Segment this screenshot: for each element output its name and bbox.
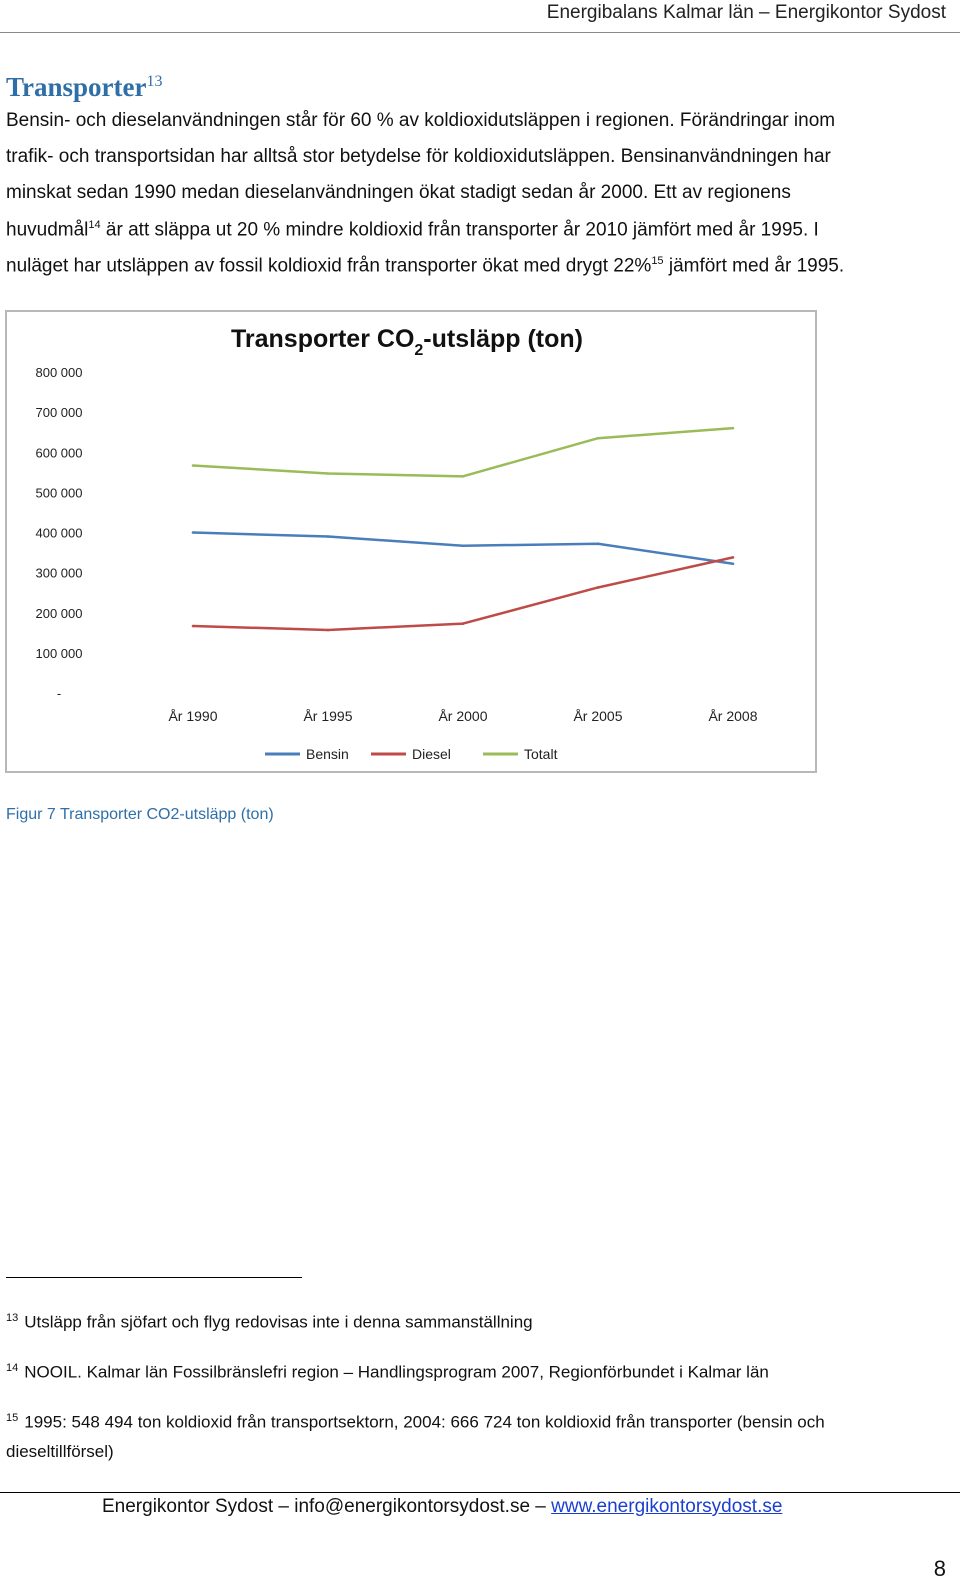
x-tick-label: År 1990 [168, 708, 217, 724]
body-line-4b: är att släppa ut 20 % mindre koldioxid f… [100, 219, 819, 241]
x-axis: År 1990 År 1995 År 2000 År 2005 År 2008 [168, 708, 757, 724]
series-lines [191, 426, 735, 632]
chart-frame: Transporter CO2-utsläpp (ton) 800 000 700… [5, 310, 817, 773]
y-tick-label: - [57, 686, 61, 701]
y-tick-label: 300 000 [36, 566, 83, 581]
data-point-bensin [596, 542, 600, 546]
data-point-bensin [461, 544, 465, 548]
footnote-15-text: 1995: 548 494 ton koldioxid från transpo… [24, 1412, 825, 1432]
x-tick-label: År 1995 [303, 708, 352, 724]
legend-label-totalt: Totalt [524, 746, 558, 762]
footer-org: Energikontor Sydost – info@energikontors… [102, 1496, 552, 1517]
chart-title: Transporter CO2-utsläpp (ton) [231, 325, 583, 359]
series-line-diesel [192, 556, 734, 632]
y-tick-label: 700 000 [36, 405, 83, 420]
data-point-diesel [191, 624, 195, 628]
footer-website-link[interactable]: www.energikontorsydost.se [551, 1496, 783, 1517]
footnote-divider [6, 1277, 302, 1278]
y-tick-label: 600 000 [36, 445, 83, 460]
running-header: Energibalans Kalmar län – Energikontor S… [546, 2, 946, 23]
body-line-5a: nuläget har utsläppen av fossil koldioxi… [6, 255, 652, 277]
footer-divider [0, 1492, 960, 1493]
figure-caption: Figur 7 Transporter CO2-utsläpp (ton) [6, 806, 274, 823]
y-axis: 800 000 700 000 600 000 500 000 400 000 300 0… [36, 365, 83, 701]
data-point-bensin [326, 535, 330, 538]
x-tick-label: År 2008 [708, 708, 757, 724]
data-point-diesel [326, 628, 330, 632]
y-tick-label: 400 000 [36, 526, 83, 541]
legend-label-diesel: Diesel [412, 746, 451, 762]
footnote-15-continued: dieseltillförsel) [6, 1442, 114, 1461]
footnote-13: 13 Utsläpp från sjöfart och flyg redovisa… [6, 1312, 533, 1333]
chart-title-sub: 2 [414, 342, 423, 359]
footnote-14-marker: 14 [6, 1362, 19, 1374]
y-tick-label: 800 000 [36, 365, 83, 380]
data-point-diesel [461, 622, 465, 625]
section-title-text: Transporter [6, 72, 147, 102]
x-tick-label: År 2000 [438, 708, 487, 724]
transport-co2-chart: Transporter CO2-utsläpp (ton) 800 000 700… [36, 325, 758, 762]
chart-legend: Bensin Diesel Totalt [265, 746, 558, 762]
data-point-totalt [731, 426, 735, 430]
footnote-15-marker: 15 [6, 1412, 19, 1424]
series-line-bensin [192, 531, 734, 566]
data-point-totalt [191, 464, 195, 467]
data-point-diesel [731, 556, 735, 559]
legend-label-bensin: Bensin [306, 746, 349, 762]
data-point-totalt [326, 472, 330, 475]
page-footer: Energikontor Sydost – info@energikontors… [102, 1496, 782, 1518]
page-number: 8 [933, 1556, 946, 1581]
section-title: Transporter13 [6, 72, 162, 103]
y-tick-label: 500 000 [36, 485, 83, 500]
footnote-ref-14[interactable]: 14 [88, 219, 101, 231]
data-point-bensin [191, 531, 195, 534]
footnote-13-marker: 13 [6, 1312, 19, 1324]
footnote-15: 15 1995: 548 494 ton koldioxid från trans… [6, 1412, 825, 1433]
footnote-14: 14 NOOIL. Kalmar län Fossilbränslefri reg… [6, 1362, 769, 1383]
body-line-5b: jämfört med år 1995. [663, 255, 845, 277]
data-point-totalt [461, 475, 465, 478]
body-line-5: nuläget har utsläppen av fossil koldioxi… [6, 255, 844, 277]
footnote-13-text: Utsläpp från sjöfart och flyg redovisas … [24, 1312, 533, 1332]
body-line-3: minskat sedan 1990 medan dieselanvändnin… [6, 182, 791, 203]
data-point-diesel [596, 586, 600, 589]
footnote-ref-13[interactable]: 13 [146, 73, 163, 90]
series-line-totalt [192, 426, 734, 478]
chart-title-main: Transporter CO [231, 325, 414, 353]
x-tick-label: År 2005 [573, 708, 622, 724]
body-line-4a: huvudmål [6, 219, 89, 241]
footnote-14-text: NOOIL. Kalmar län Fossilbränslefri regio… [24, 1362, 769, 1382]
body-line-2: trafik- och transportsidan har alltså st… [6, 146, 831, 167]
body-line-1: Bensin- och dieselanvändningen står för … [6, 110, 836, 131]
body-line-4: huvudmål14 är att släppa ut 20 % mindre … [6, 219, 819, 241]
footnote-ref-15[interactable]: 15 [651, 255, 664, 267]
data-point-bensin [731, 562, 735, 566]
header-divider [0, 32, 960, 33]
y-tick-label: 100 000 [36, 646, 83, 661]
y-tick-label: 200 000 [36, 606, 83, 621]
data-point-totalt [596, 436, 600, 440]
chart-title-rest: -utsläpp (ton) [423, 325, 583, 353]
